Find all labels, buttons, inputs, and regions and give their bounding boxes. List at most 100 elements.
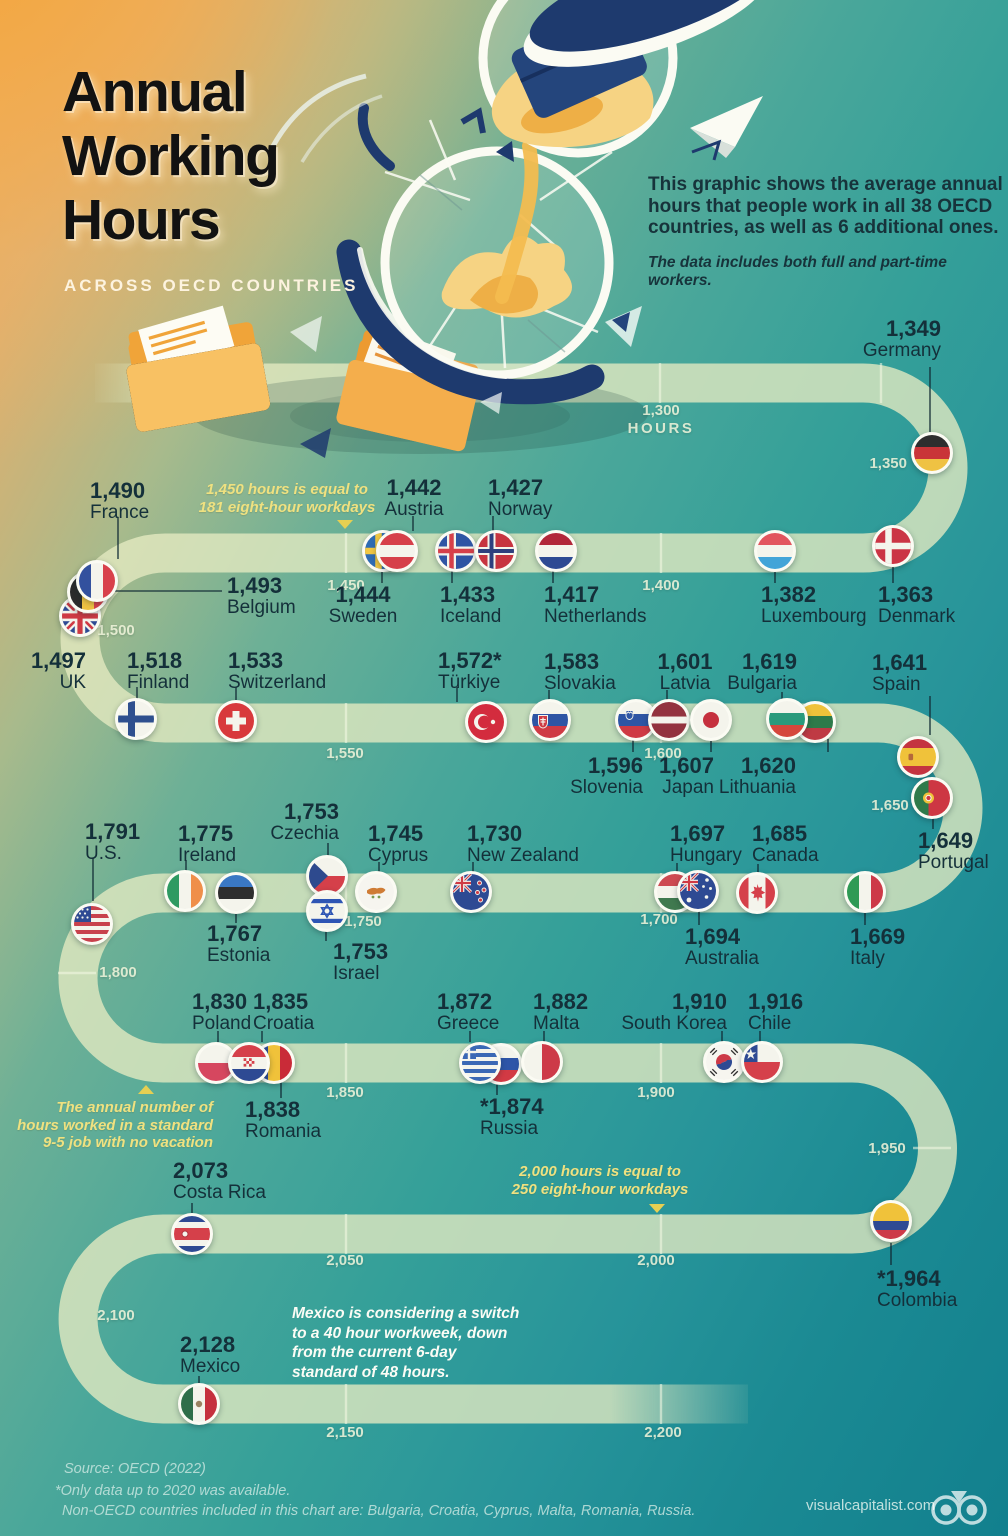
country-value: *1,874 — [480, 1094, 544, 1119]
country-label-t-rkiye: 1,572* Türkiye — [438, 648, 502, 693]
country-flag-portugal-icon — [911, 777, 953, 819]
country-label-colombia: *1,964 Colombia — [877, 1266, 958, 1311]
country-label-switzerland: 1,533 Switzerland — [228, 648, 326, 693]
country-label-russia: *1,874 Russia — [480, 1094, 544, 1139]
hourglass-illustration — [126, 0, 775, 458]
hourglass-frame — [336, 239, 605, 405]
country-name: Estonia — [207, 945, 271, 966]
country-flag-israel-icon — [306, 890, 348, 932]
country-name: Netherlands — [544, 606, 647, 627]
country-label-poland: 1,830 Poland — [192, 991, 252, 1034]
country-flag-denmark-icon — [872, 525, 914, 567]
country-label-australia: 1,694 Australia — [685, 926, 759, 969]
country-name: Portugal — [918, 852, 989, 873]
country-name: Russia — [480, 1118, 539, 1139]
annotation-a1450: 1,450 hours is equal to 181 eight-hour w… — [198, 481, 376, 516]
country-name: Iceland — [440, 606, 502, 627]
country-label-greece: 1,872 Greece — [437, 991, 499, 1034]
country-name: Luxembourg — [761, 606, 867, 627]
country-label-hungary: 1,697 Hungary — [670, 821, 742, 866]
country-value: 1,619 — [741, 649, 797, 674]
country-value: 1,910 — [671, 989, 727, 1014]
country-flag-australia-icon — [677, 870, 719, 912]
axis-tick-1-950: 1,950 — [868, 1140, 906, 1157]
country-name: Italy — [850, 948, 885, 969]
axis-tick-1-700: 1,700 — [640, 911, 678, 928]
intro-text: This graphic shows the average annual ho… — [648, 174, 1003, 238]
country-label-bulgaria: 1,619 Bulgaria — [727, 649, 797, 694]
country-value: 1,572* — [438, 648, 502, 673]
country-value: *1,964 — [877, 1266, 941, 1291]
country-value: 2,073 — [173, 1158, 229, 1183]
country-name: Malta — [533, 1013, 580, 1034]
country-name: Türkiye — [438, 672, 501, 693]
country-name: Slovakia — [544, 673, 616, 694]
country-name: Hungary — [670, 845, 742, 866]
country-value: 1,753 — [283, 799, 339, 824]
glass-shards — [267, 73, 642, 458]
country-label-latvia: 1,601 Latvia — [657, 651, 712, 694]
country-label-costa-rica: 2,073 Costa Rica — [173, 1158, 266, 1203]
serpentine-path — [58, 363, 983, 1424]
country-label-norway: 1,427 Norway — [488, 477, 552, 520]
country-value: 2,128 — [180, 1332, 236, 1357]
country-flag-bulgaria-icon — [766, 698, 808, 740]
axis-tick-1-650: 1,650 — [871, 797, 909, 814]
country-value: 1,753 — [333, 939, 389, 964]
annotation-pointer-a9to5 — [138, 1085, 154, 1094]
axis-tick-1-600: 1,600 — [644, 745, 682, 762]
country-name: France — [90, 502, 150, 523]
country-flag-chile-icon — [741, 1041, 783, 1083]
country-name: Poland — [192, 1013, 252, 1034]
country-flag-slovenia-icon — [615, 699, 657, 741]
country-label-u-s: 1,791 U.S. — [85, 821, 140, 864]
country-value: 1,497 — [30, 648, 86, 673]
axis-tick-1-450: 1,450 — [327, 577, 365, 594]
country-label-italy: 1,669 Italy — [850, 926, 905, 969]
country-value: 1,433 — [440, 582, 496, 607]
country-value: 1,442 — [386, 475, 442, 500]
country-label-japan: 1,607 Japan — [659, 755, 714, 798]
axis-tick-1-850: 1,850 — [326, 1084, 364, 1101]
country-flag-france-icon — [76, 560, 118, 602]
country-name: Colombia — [877, 1290, 958, 1311]
country-flag-south-korea-icon — [703, 1041, 745, 1083]
country-flag-costa-rica-icon — [171, 1213, 213, 1255]
country-value: 1,363 — [878, 582, 934, 607]
country-value: 1,596 — [587, 753, 643, 778]
country-name: New Zealand — [467, 845, 579, 866]
country-name: Chile — [748, 1013, 792, 1034]
country-value: 1,835 — [253, 989, 309, 1014]
footer-source: Source: OECD (2022) — [64, 1461, 206, 1477]
axis-tick-1-300: 1,300 HOURS — [627, 402, 695, 437]
country-label-luxembourg: 1,382 Luxembourg — [761, 584, 867, 627]
annotation-a9to5: The annual number of hours worked in a s… — [17, 1099, 213, 1151]
country-flag-malta-icon — [521, 1041, 563, 1083]
country-value: 1,838 — [245, 1097, 301, 1122]
hourglass-bottom-bulb — [380, 119, 614, 380]
country-value: 1,697 — [670, 821, 726, 846]
country-flag-japan-icon — [690, 699, 732, 741]
country-label-canada: 1,685 Canada — [752, 823, 819, 866]
country-name: Sweden — [328, 606, 398, 627]
country-value: 1,916 — [748, 989, 804, 1014]
country-flag-canada-icon — [736, 872, 778, 914]
country-flag-mexico-icon — [178, 1383, 220, 1425]
country-value: 1,493 — [227, 573, 283, 598]
country-value: 1,533 — [228, 648, 284, 673]
country-label-lithuania: 1,620 Lithuania — [719, 755, 796, 798]
axis-unit-label: HOURS — [627, 420, 695, 437]
page-subtitle: ACROSS OECD COUNTRIES — [64, 276, 359, 295]
country-label-south-korea: 1,910 South Korea — [621, 989, 727, 1034]
country-value: 1,518 — [127, 648, 183, 673]
country-flag-germany-icon — [911, 432, 953, 474]
country-flag-colombia-icon — [870, 1200, 912, 1242]
country-name: Czechia — [270, 823, 339, 844]
country-flag-luxembourg-icon — [754, 530, 796, 572]
axis-tick-2-100: 2,100 — [97, 1307, 135, 1324]
country-label-mexico: 2,128 Mexico — [180, 1332, 240, 1377]
country-label-sweden: 1,444 Sweden — [328, 584, 398, 627]
axis-tick-2-200: 2,200 — [644, 1424, 682, 1441]
axis-tick-1-800: 1,800 — [99, 964, 137, 981]
country-label-chile: 1,916 Chile — [748, 989, 804, 1034]
